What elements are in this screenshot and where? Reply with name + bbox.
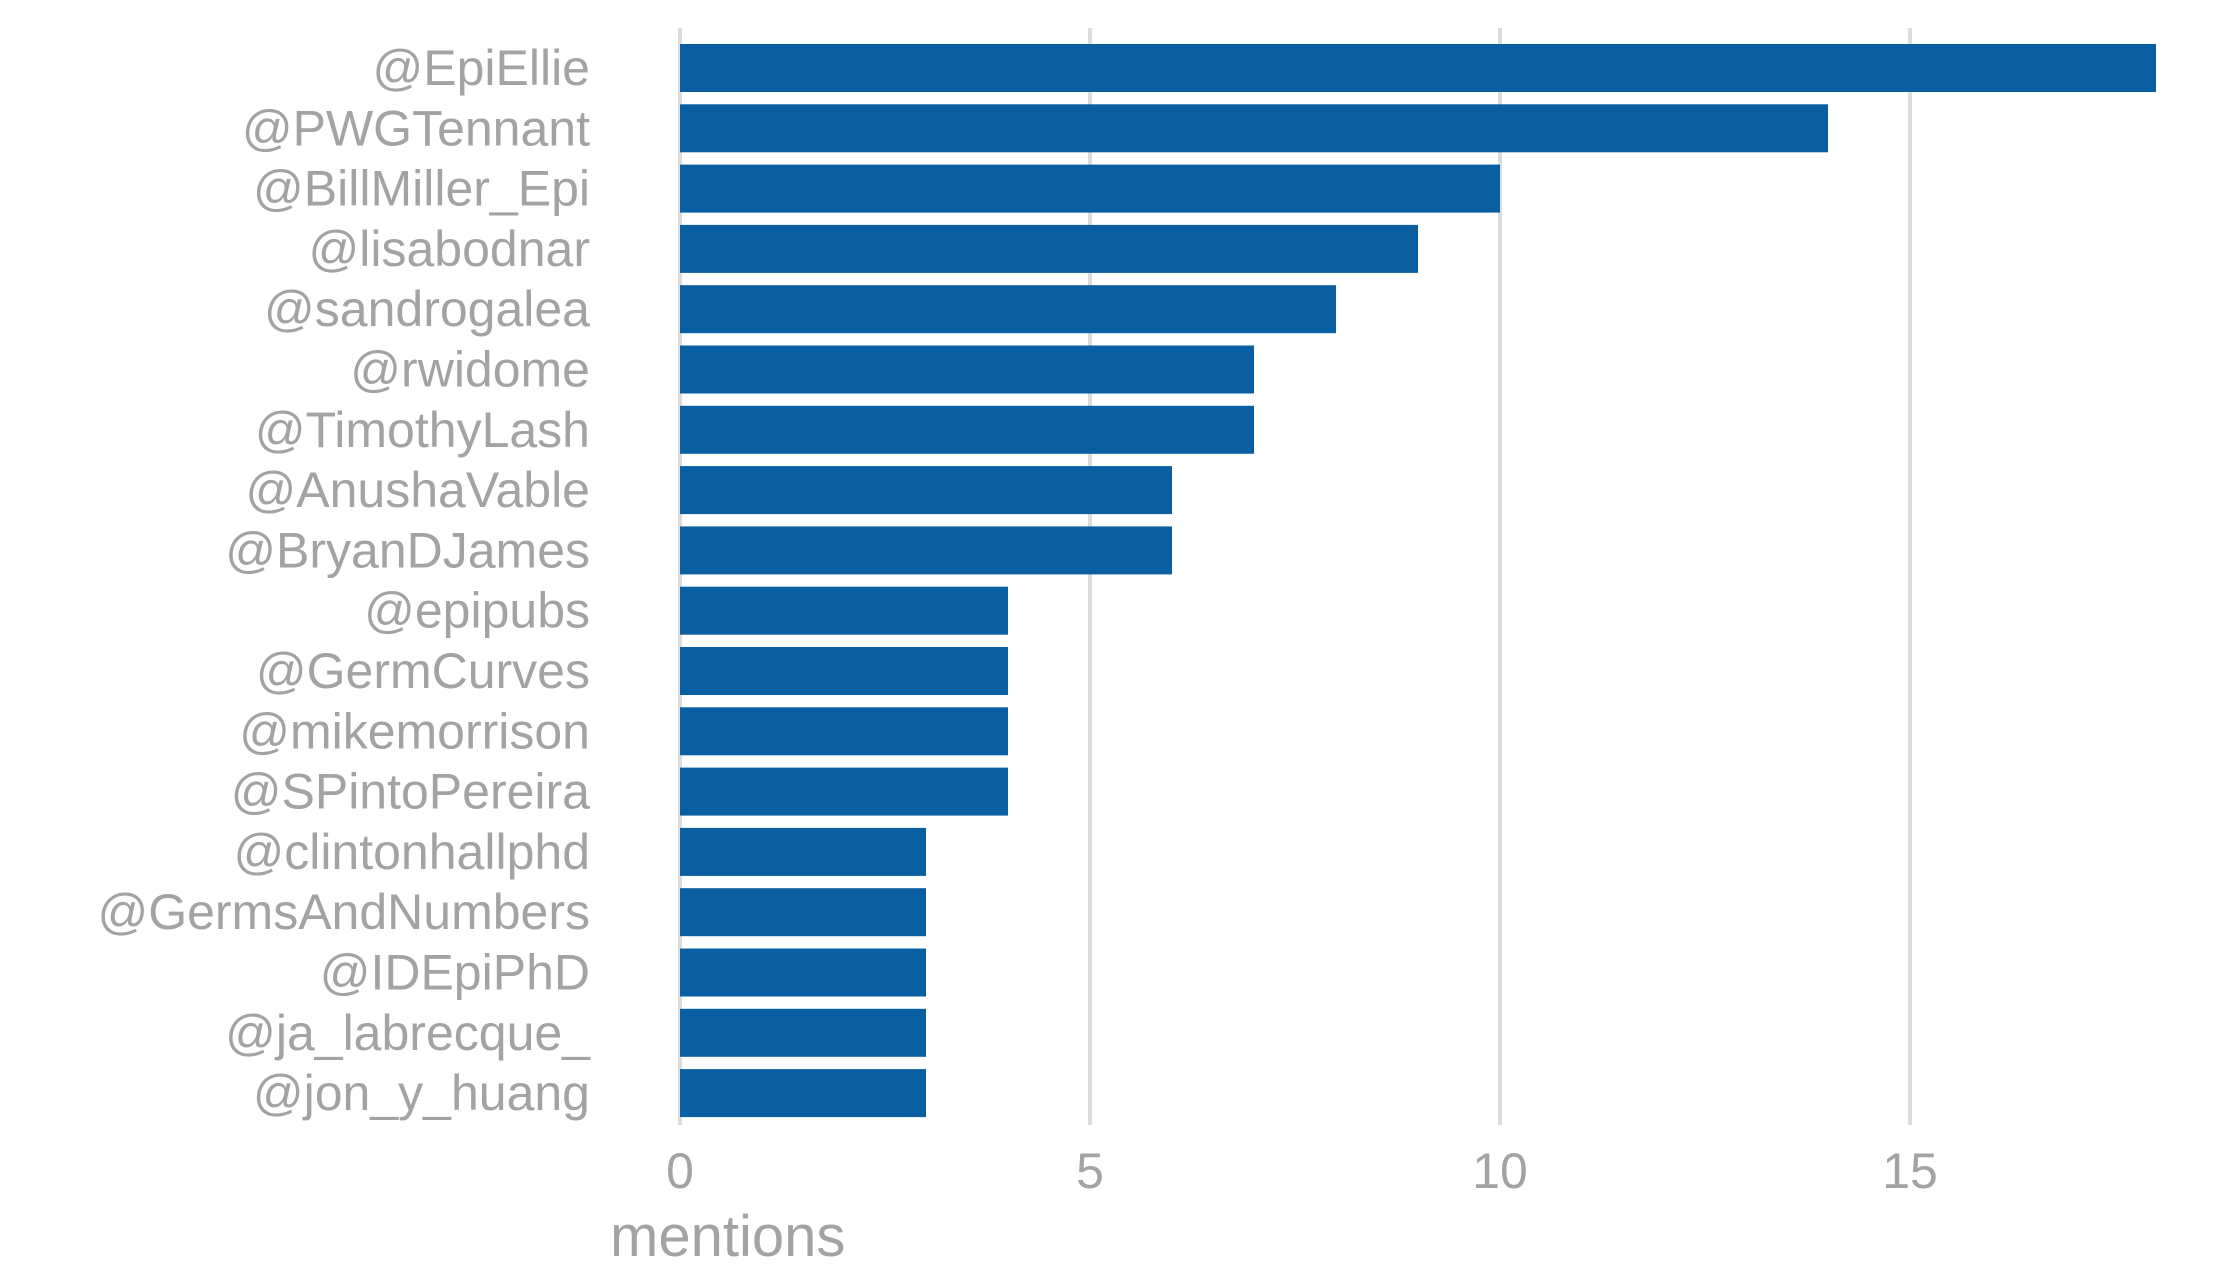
y-label-germsandnumbers: @GermsAndNumbers bbox=[97, 884, 590, 940]
y-label-spintopereira: @SPintoPereira bbox=[231, 764, 590, 820]
x-tick-0: 0 bbox=[666, 1143, 694, 1199]
y-label-pwgtennant: @PWGTennant bbox=[242, 100, 590, 156]
y-label-billmiller_epi: @BillMiller_Epi bbox=[253, 161, 590, 217]
y-label-idepiphd: @IDEpiPhD bbox=[320, 945, 590, 1001]
bar-sandrogalea bbox=[680, 285, 1336, 334]
bar-spintopereira bbox=[680, 767, 1008, 816]
bar-idepiphd bbox=[680, 948, 926, 997]
y-label-sandrogalea: @sandrogalea bbox=[264, 281, 590, 337]
y-label-clintonhallphd: @clintonhallphd bbox=[233, 824, 590, 880]
bar-mikemorrison bbox=[680, 707, 1008, 756]
bar-bryandjames bbox=[680, 526, 1172, 575]
bar-billmiller_epi bbox=[680, 164, 1500, 213]
bar-anushavable bbox=[680, 466, 1172, 515]
x-tick-15: 15 bbox=[1882, 1143, 1938, 1199]
y-label-epiellie: @EpiEllie bbox=[372, 40, 590, 96]
bar-epiellie bbox=[680, 44, 2156, 92]
bar-rwidome bbox=[680, 345, 1254, 394]
bar-epipubs bbox=[680, 586, 1008, 635]
y-label-mikemorrison: @mikemorrison bbox=[239, 703, 590, 759]
y-axis-labels: @EpiEllie@PWGTennant@BillMiller_Epi@lisa… bbox=[97, 40, 591, 1121]
x-tick-10: 10 bbox=[1472, 1143, 1528, 1199]
y-label-lisabodnar: @lisabodnar bbox=[309, 221, 590, 277]
x-tick-5: 5 bbox=[1076, 1143, 1104, 1199]
bars bbox=[680, 44, 2156, 1118]
bar-ja_labrecque_ bbox=[680, 1008, 926, 1057]
bar-germsandnumbers bbox=[680, 888, 926, 937]
y-label-jon_y_huang: @jon_y_huang bbox=[253, 1065, 590, 1121]
y-label-germcurves: @GermCurves bbox=[256, 643, 590, 699]
y-label-bryandjames: @BryanDJames bbox=[225, 522, 590, 578]
y-label-rwidome: @rwidome bbox=[350, 342, 590, 398]
bar-germcurves bbox=[680, 647, 1008, 695]
y-label-epipubs: @epipubs bbox=[364, 583, 590, 639]
bar-lisabodnar bbox=[680, 224, 1418, 273]
y-label-ja_labrecque_: @ja_labrecque_ bbox=[225, 1005, 591, 1061]
bar-clintonhallphd bbox=[680, 827, 926, 876]
x-axis-ticks: 0 5 10 15 bbox=[666, 1143, 1938, 1199]
x-axis-title: mentions bbox=[610, 1204, 845, 1269]
bar-pwgtennant bbox=[680, 104, 1828, 153]
y-label-anushavable: @AnushaVable bbox=[245, 462, 590, 518]
bar-jon_y_huang bbox=[680, 1069, 926, 1118]
y-label-timothylash: @TimothyLash bbox=[255, 402, 590, 458]
bar-timothylash bbox=[680, 405, 1254, 454]
